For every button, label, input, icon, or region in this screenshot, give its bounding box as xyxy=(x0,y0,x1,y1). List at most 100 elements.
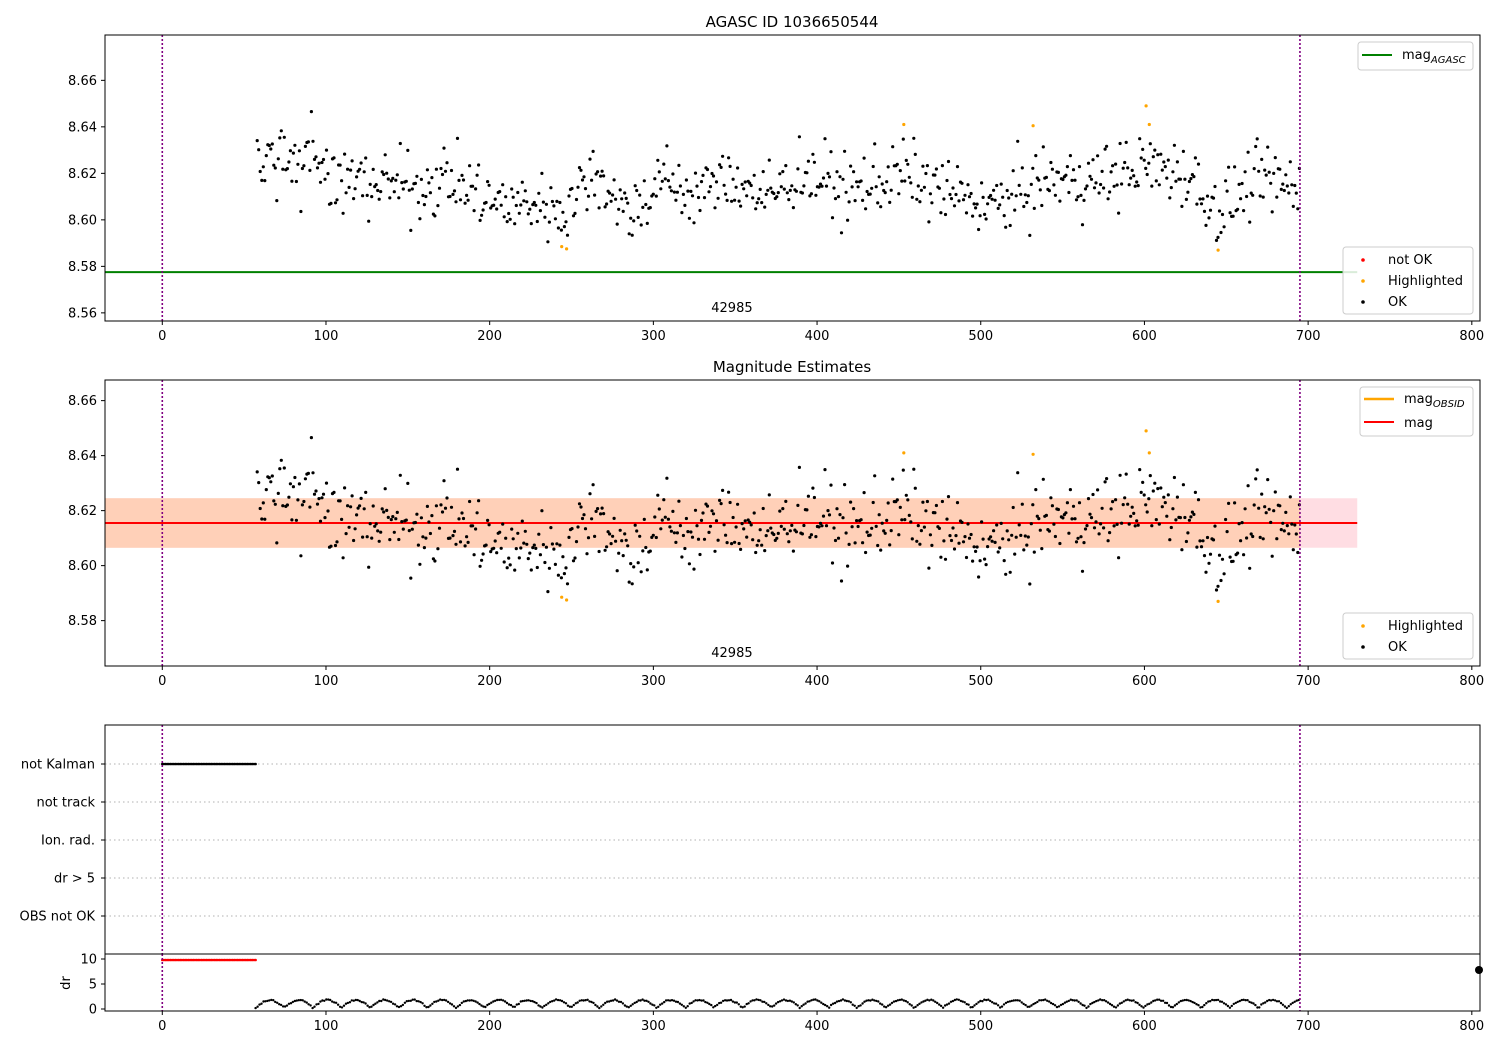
dr-point xyxy=(285,1004,289,1007)
top-x-ticks: 0 100 200 300 400 500 600 700 800 xyxy=(158,321,1484,344)
dr-point xyxy=(957,998,960,1001)
ok-point xyxy=(693,171,698,175)
dr-point xyxy=(1148,1002,1151,1005)
ok-point xyxy=(960,181,964,185)
dr-point xyxy=(323,999,326,1002)
dr-point xyxy=(774,1002,778,1005)
ok-point xyxy=(1112,184,1116,188)
ok-point xyxy=(880,521,884,525)
ok-point xyxy=(1092,186,1097,190)
ok-point xyxy=(871,164,875,169)
dr-point xyxy=(498,998,501,1002)
ok-point xyxy=(398,473,402,477)
ok-point xyxy=(835,170,839,174)
ok-point xyxy=(749,523,753,527)
ok-point xyxy=(1029,182,1033,186)
ok-point xyxy=(1040,203,1044,208)
ok-point xyxy=(775,536,779,540)
dr-point xyxy=(1095,999,1098,1003)
x-tick-label: 400 xyxy=(805,1019,830,1034)
ok-point xyxy=(392,530,396,534)
dr-point xyxy=(1156,998,1159,1001)
dr-point xyxy=(1285,1006,1289,1010)
ok-point xyxy=(492,203,496,207)
ok-point xyxy=(736,166,740,170)
dr-point xyxy=(796,1004,799,1007)
ok-point xyxy=(1195,202,1199,206)
ok-point xyxy=(718,163,722,167)
dr-point xyxy=(806,1000,809,1003)
dr-point xyxy=(403,1001,407,1004)
dr-point xyxy=(344,1002,348,1005)
ok-point xyxy=(255,470,259,474)
ok-point xyxy=(550,199,555,204)
legend-highlighted-label: Highlighted xyxy=(1388,274,1463,289)
ok-point xyxy=(948,192,952,197)
dr-point xyxy=(920,1001,923,1004)
ok-point xyxy=(1041,477,1045,481)
ok-point xyxy=(389,179,393,183)
ok-point xyxy=(659,187,663,191)
dr-point xyxy=(1214,998,1218,1002)
dr-point xyxy=(879,1002,882,1005)
ok-point xyxy=(472,553,476,557)
ok-point xyxy=(537,532,541,536)
dr-point xyxy=(727,999,731,1002)
ok-point xyxy=(719,165,723,169)
ok-point xyxy=(996,206,1000,210)
ok-point xyxy=(967,195,972,199)
x-tick-label: 100 xyxy=(314,329,339,344)
dr-point xyxy=(336,1003,340,1006)
ok-point xyxy=(656,493,660,497)
ok-point xyxy=(1074,540,1079,544)
highlighted-point xyxy=(1147,122,1151,127)
dr-point xyxy=(1014,999,1017,1002)
ok-point xyxy=(836,195,841,199)
ok-point xyxy=(371,167,375,171)
dr-point xyxy=(553,999,556,1002)
dr-point xyxy=(456,1005,460,1008)
ok-point xyxy=(1082,541,1086,545)
ok-point xyxy=(1264,511,1268,515)
ok-point xyxy=(302,164,306,168)
legend-not-ok-label: not OK xyxy=(1388,253,1433,268)
ok-point xyxy=(1246,150,1250,154)
ok-point xyxy=(969,191,973,196)
dr-point xyxy=(820,1001,823,1004)
ok-point xyxy=(465,193,469,197)
ok-point xyxy=(353,187,357,191)
ok-point xyxy=(721,154,725,158)
ok-point xyxy=(391,176,395,180)
ok-point xyxy=(1272,171,1276,175)
x-tick-label: 100 xyxy=(314,674,339,689)
dr-point xyxy=(1230,1004,1234,1008)
ok-point xyxy=(400,181,404,185)
dr-point xyxy=(759,999,762,1002)
y-tick-label: 8.58 xyxy=(68,614,97,629)
ok-point xyxy=(916,524,920,528)
ok-point xyxy=(257,148,261,152)
ok-point xyxy=(379,530,383,534)
dr-point xyxy=(333,1001,336,1004)
ok-point xyxy=(975,202,979,206)
ok-point xyxy=(1208,552,1213,556)
dr-point xyxy=(535,1001,538,1005)
dr-point xyxy=(482,1005,485,1008)
ok-point xyxy=(421,535,425,539)
ok-point xyxy=(821,176,826,180)
ok-point xyxy=(358,504,362,508)
ok-point xyxy=(731,177,735,181)
dr-point xyxy=(684,1006,687,1009)
dr-point xyxy=(991,1001,994,1004)
ok-point xyxy=(978,559,982,563)
dr-point xyxy=(260,1002,263,1005)
middle-legend-points: Highlighted OK xyxy=(1342,612,1474,660)
ok-point xyxy=(665,476,669,480)
dr-point xyxy=(1071,999,1074,1002)
ok-point xyxy=(433,559,437,563)
ok-point xyxy=(865,189,869,194)
ok-point xyxy=(1007,538,1011,542)
ok-point xyxy=(486,180,490,184)
dr-point xyxy=(1116,1004,1120,1007)
